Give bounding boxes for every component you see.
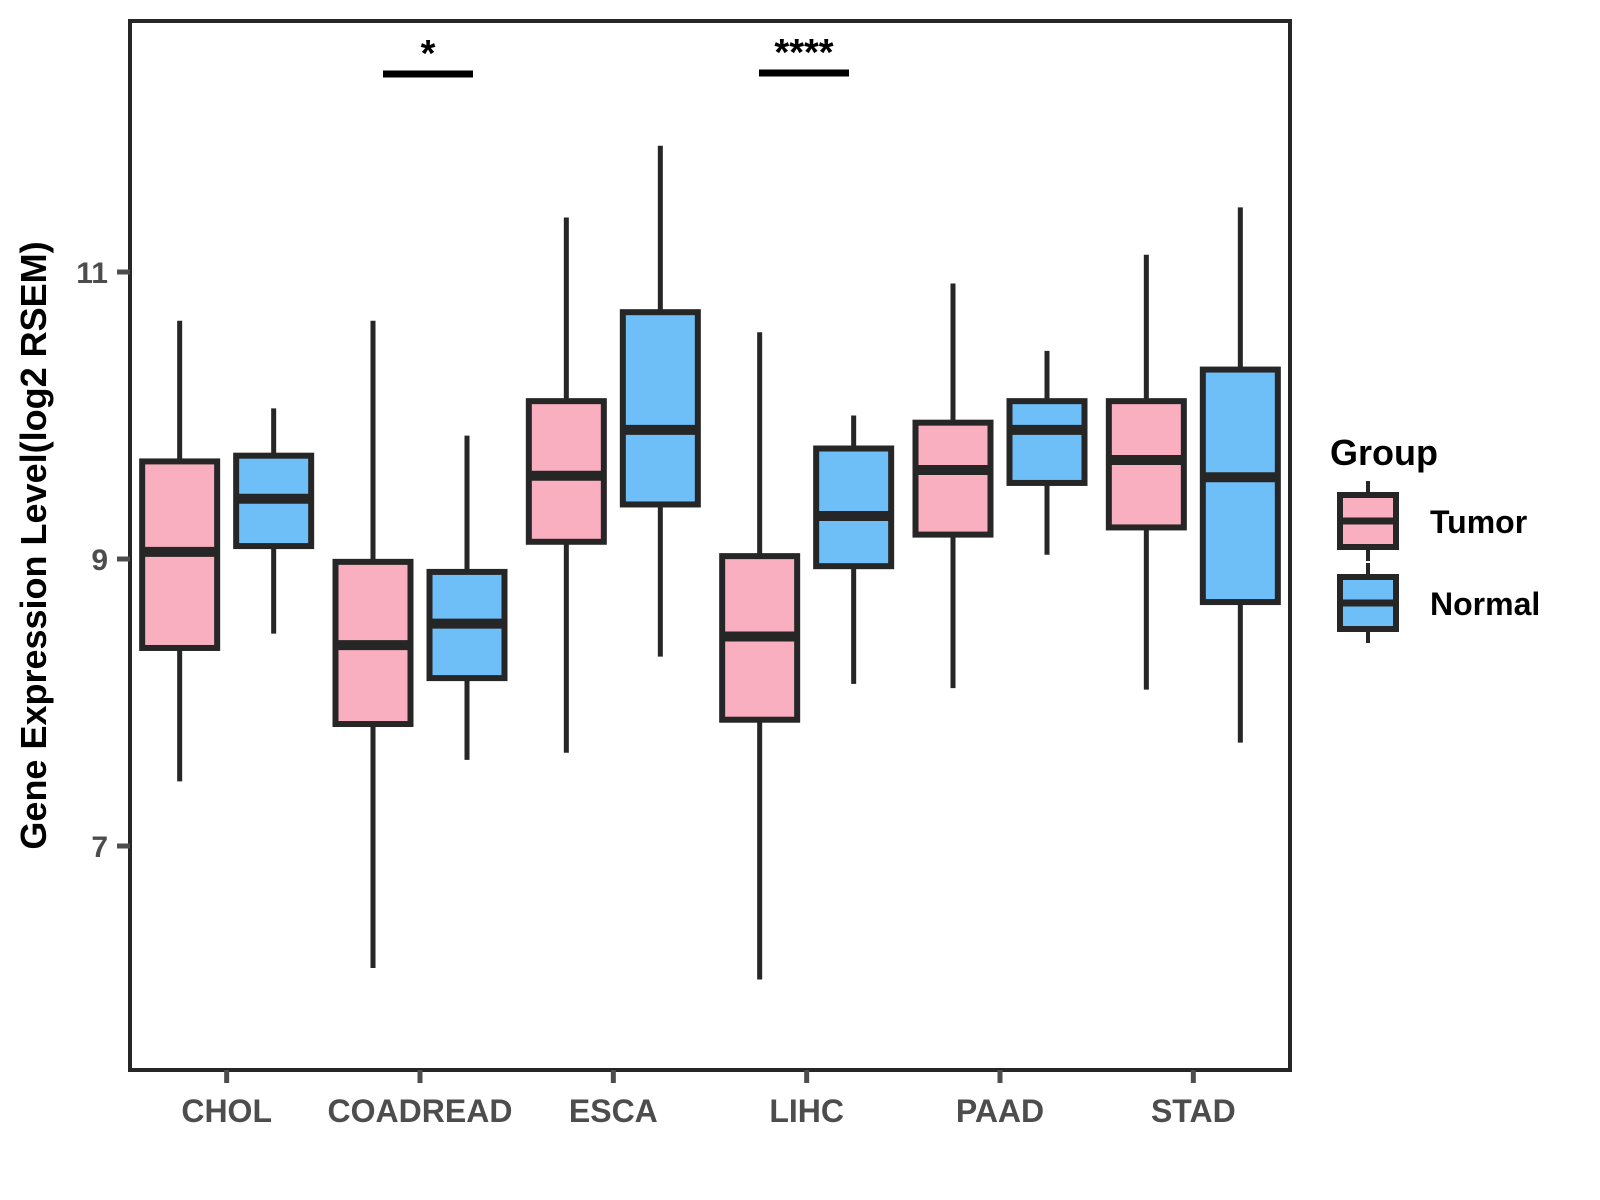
- x-axis-tick-label: COADREAD: [328, 1093, 513, 1129]
- box-rect: [619, 309, 701, 508]
- boxplot-box: [426, 435, 508, 760]
- boxplot-box: [619, 145, 701, 657]
- legend: Group Tumor Normal: [1330, 432, 1540, 643]
- boxplot-box: [1105, 254, 1187, 690]
- x-axis-tick-label: PAAD: [956, 1093, 1044, 1129]
- boxes-layer: [139, 145, 1281, 980]
- box-rect: [912, 419, 994, 538]
- box-rect: [1006, 398, 1088, 486]
- boxplot-box: [233, 408, 315, 634]
- boxplot-box: [332, 320, 414, 968]
- x-axis-tick-label: LIHC: [769, 1093, 844, 1129]
- boxplot-box: [525, 217, 607, 753]
- legend-item-label: Tumor: [1430, 504, 1527, 540]
- legend-title: Group: [1330, 432, 1438, 473]
- box-rect: [1199, 366, 1281, 606]
- significance-layer: * ****: [383, 32, 849, 78]
- significance-label: *: [421, 33, 436, 75]
- x-axis-tick-label: STAD: [1151, 1093, 1236, 1129]
- boxplot-box: [813, 415, 895, 684]
- legend-item[interactable]: Tumor: [1337, 481, 1527, 561]
- box-rect: [813, 445, 895, 570]
- boxplot-box: [1199, 207, 1281, 743]
- x-axis: CHOL COADREAD ESCA LIHC PAAD STAD: [181, 1070, 1236, 1129]
- y-axis: 7 9 11: [76, 257, 130, 864]
- legend-item-label: Normal: [1430, 586, 1540, 622]
- significance-label: ****: [774, 32, 833, 74]
- boxplot-box: [719, 332, 801, 980]
- y-axis-tick-label: 7: [91, 831, 108, 864]
- y-axis-tick-label: 11: [76, 257, 108, 290]
- boxplot-box: [1006, 350, 1088, 555]
- x-axis-tick-label: ESCA: [569, 1093, 658, 1129]
- plot-panel-border: [128, 19, 1292, 1072]
- boxplot-box: [139, 320, 221, 782]
- boxplot-box: [912, 283, 994, 689]
- x-axis-tick-label: CHOL: [181, 1093, 272, 1129]
- y-axis-title: Gene Expression Level(log2 RSEM): [13, 241, 54, 849]
- y-axis-tick-label: 9: [91, 544, 108, 577]
- legend-item[interactable]: Normal: [1337, 563, 1540, 643]
